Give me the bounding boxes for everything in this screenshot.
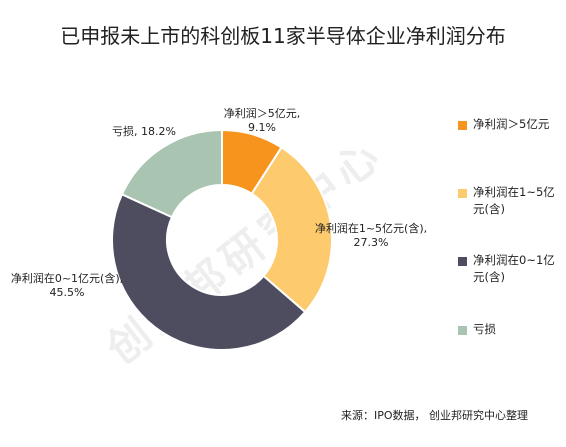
legend-item-loss: 亏损 [458,321,558,338]
legend-label-loss: 亏损 [473,322,496,336]
slice-label-0-1: 净利润在0~1亿元(含), 45.5% [11,271,123,299]
slice-0-1 [111,192,307,351]
slice-label-over-5: 净利润＞5亿元, 9.1% [224,106,301,134]
slice-label-loss: 亏损, 18.2% [112,124,176,138]
slice-label-1-5: 净利润在1~5亿元(含), 27.3% [315,221,427,249]
source-note: 来源：IPO数据， 创业邦研究中心整理 [340,409,528,422]
legend-swatch-loss [458,326,467,335]
legend-label-1-5: 净利润在1~5亿元(含) [473,185,555,216]
chart-title: 已申报未上市的科创板11家半导体企业净利润分布 [60,24,506,48]
legend-swatch-0-1 [458,257,467,266]
legend-item-1-5: 净利润在1~5亿元(含) [458,184,558,218]
legend-swatch-over-5 [458,121,467,130]
slice-1-5 [250,146,333,314]
legend-label-0-1: 净利润在0~1亿元(含) [473,253,555,284]
legend-label-over-5: 净利润＞5亿元 [473,117,550,131]
legend-item-0-1: 净利润在0~1亿元(含) [458,252,558,286]
legend-item-over-5: 净利润＞5亿元 [458,116,558,133]
legend-swatch-1-5 [458,189,467,198]
slice-loss [120,128,223,219]
